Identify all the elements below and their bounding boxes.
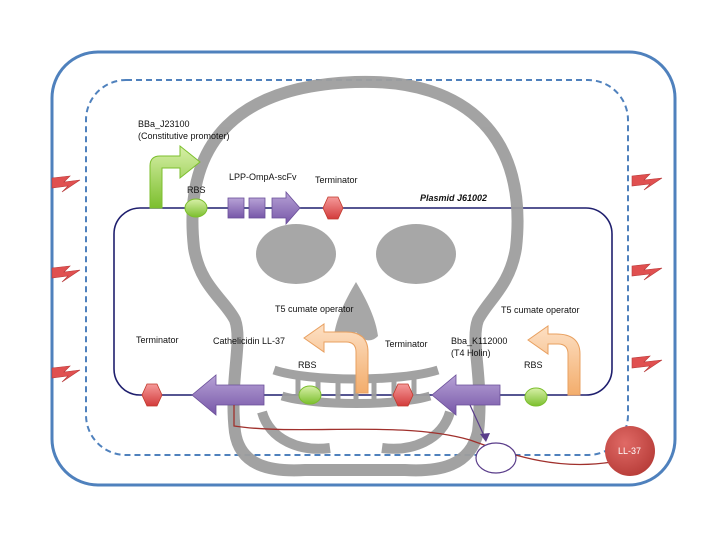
lightning-bolt-icon [51, 173, 663, 383]
holin-desc-label: (T4 Holin) [451, 348, 491, 358]
t5-left-label: T5 cumate operator [275, 304, 354, 314]
skull-left-eye [256, 224, 336, 284]
t5-operator-right-arrow [527, 325, 581, 396]
rbs-right-label: RBS [524, 360, 543, 370]
holin-pore-arrowhead [480, 433, 490, 442]
rbs-top-label: RBS [187, 185, 206, 195]
lpp-gene-label: LPP-OmpA-scFv [229, 172, 297, 182]
skull-icon [186, 75, 524, 477]
rbs-right [524, 387, 548, 407]
lpp-gene-arrow [271, 190, 301, 226]
terminator-mid [392, 383, 414, 407]
terminator-left-label: Terminator [136, 335, 179, 345]
cathelicidin-label: Cathelicidin LL-37 [213, 336, 285, 346]
ll37-label: LL-37 [618, 446, 641, 456]
plasmid-loop [113, 207, 613, 396]
rbs-mid-label: RBS [298, 360, 317, 370]
skull-right-eye [376, 224, 456, 284]
promoter-desc-label: (Constitutive promoter) [138, 131, 230, 141]
lpp-domain-1 [227, 197, 245, 219]
holin-pore [475, 442, 517, 474]
skull-nose [334, 282, 378, 341]
promoter-id-label: BBa_J23100 [138, 119, 190, 129]
ll37-peptide [605, 426, 655, 476]
holin-id-label: Bba_K112000 [451, 336, 507, 346]
outer-membrane [50, 50, 677, 487]
t5-operator-left-arrow [303, 323, 369, 394]
terminator-left [141, 383, 163, 407]
holin-gene-arrow [431, 374, 501, 416]
terminator-mid-label: Terminator [385, 339, 428, 349]
rbs-mid [298, 385, 322, 405]
plasmid-label: Plasmid J61002 [420, 193, 487, 203]
ll37-secretion-line [233, 405, 613, 466]
rbs-top [184, 198, 208, 218]
lpp-domain-2 [248, 197, 266, 219]
terminator-top [322, 196, 344, 220]
cathelicidin-gene-arrow [191, 374, 265, 416]
t5-right-label: T5 cumate operator [501, 305, 580, 315]
constitutive-promoter-arrow [149, 144, 201, 209]
terminator-top-label: Terminator [315, 175, 358, 185]
